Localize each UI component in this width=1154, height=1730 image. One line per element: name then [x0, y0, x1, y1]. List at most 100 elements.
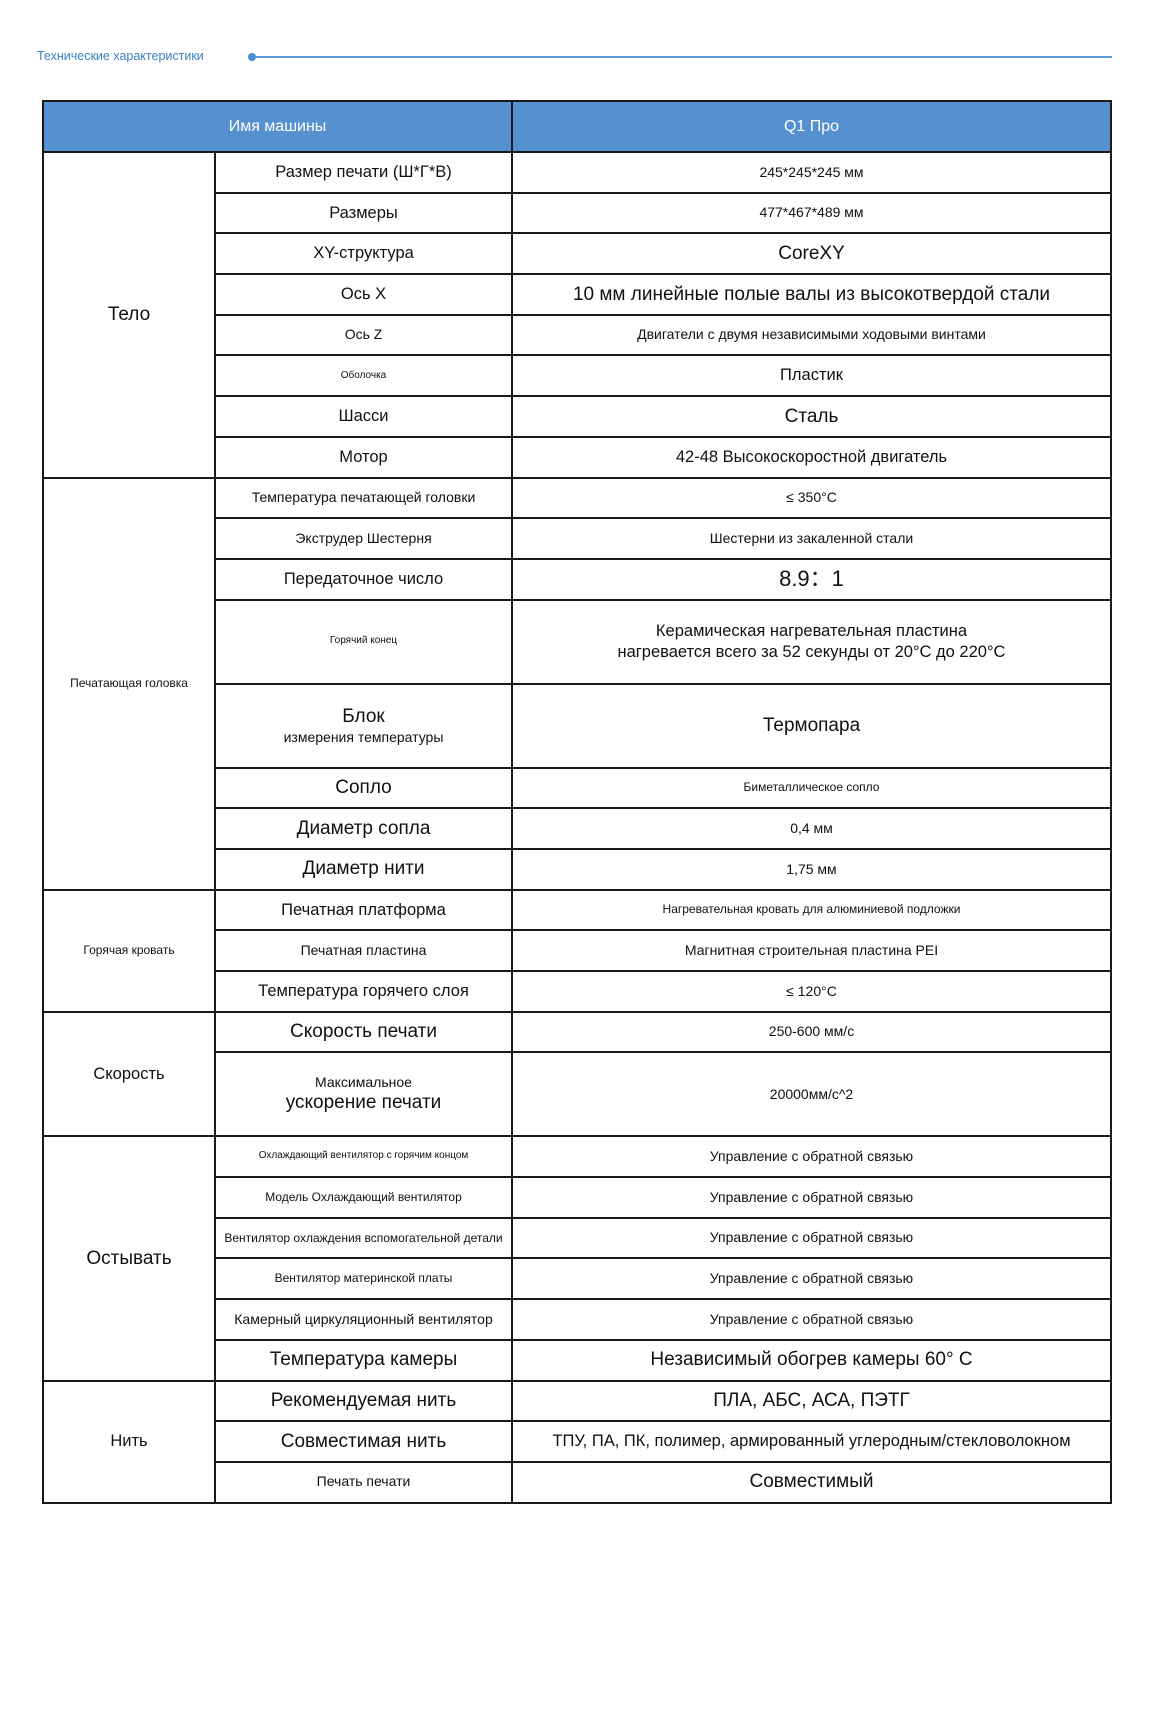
- value-cell: 10 мм линейные полые валы из высокотверд…: [511, 273, 1112, 316]
- table-header-row: Имя машины Q1 Про: [42, 100, 1112, 153]
- value-cell: Управление с обратной связью: [511, 1176, 1112, 1219]
- table-row: Скорость Скорость печати 250-600 мм/с: [42, 1010, 1112, 1138]
- param-cell: Диаметр сопла: [214, 807, 513, 850]
- param-cell: Мотор: [214, 435, 513, 479]
- value-cell-text: Управление с обратной связью: [709, 1270, 914, 1287]
- table-row: Остывать Охлаждающий вентилятор с горячим…: [42, 1135, 1112, 1382]
- value-cell: Сталь: [511, 395, 1112, 438]
- table-row: Шасси Сталь: [43, 395, 1112, 438]
- value-cell-text: 250-600 мм/с: [768, 1023, 855, 1040]
- group-label: Скорость: [42, 1010, 216, 1138]
- param-cell: Вентилятор охлаждения вспомогательной де…: [214, 1216, 513, 1260]
- value-cell-text: Управление с обратной связью: [709, 1310, 914, 1327]
- value-cell-text: Биметаллическое сопло: [743, 780, 880, 795]
- param-cell: Передаточное число: [214, 557, 513, 601]
- param-cell-text: Вентилятор охлаждения вспомогательной де…: [224, 1230, 503, 1245]
- group-label: Нить: [42, 1379, 216, 1504]
- header-model: Q1 Про: [511, 100, 1112, 153]
- table-row: Блок измерения температуры Термопара: [43, 682, 1112, 769]
- param-cell-text: Размеры: [329, 203, 398, 222]
- param-cell: Охлаждающий вентилятор с горячим концом: [214, 1135, 513, 1179]
- param-cell-text: XY-структура: [313, 244, 414, 263]
- table-row: Температура камеры Независимый обогрев ка…: [43, 1338, 1112, 1382]
- value-cell: CoreXY: [511, 232, 1112, 276]
- table-row: Печать печати Совместимый: [43, 1460, 1112, 1504]
- table-row: Горячая кровать Печатная платформа Нагрева…: [42, 888, 1112, 1013]
- value-cell: Совместимый: [511, 1460, 1112, 1504]
- table-row: Печатающая головка Температура печатающей…: [42, 476, 1112, 891]
- param-cell: Экструдер Шестерня: [214, 517, 513, 560]
- param-cell: Температура печатающей головки: [214, 476, 513, 520]
- value-cell-text: 1,75 мм: [786, 860, 837, 877]
- table-row: Экструдер Шестерня Шестерни из закаленной…: [43, 517, 1112, 560]
- value-cell-text: ≤ 350°C: [786, 489, 837, 506]
- param-cell-text: Шасси: [338, 407, 389, 426]
- value-cell: Управление с обратной связью: [511, 1216, 1112, 1260]
- value-cell: Термопара: [511, 682, 1112, 769]
- param-cell-text: Камерный циркуляционный вентилятор: [234, 1310, 493, 1327]
- value-cell-text: Нагревательная кровать для алюминиевой п…: [662, 902, 961, 917]
- value-cell-text: Управление с обратной связью: [709, 1229, 914, 1246]
- param-cell: Шасси: [214, 395, 513, 438]
- param-cell-text: Ось X: [340, 285, 387, 304]
- value-cell: Керамическая нагревательная пластина нагр…: [511, 598, 1112, 685]
- param-cell: Скорость печати: [214, 1010, 513, 1054]
- value-cell-text: Совместимый: [749, 1471, 874, 1493]
- value-cell: 1,75 мм: [511, 847, 1112, 891]
- value-cell-text: Управление с обратной связью: [709, 1188, 914, 1205]
- value-cell: Пластик: [511, 354, 1112, 398]
- value-cell-text: Сталь: [784, 405, 839, 427]
- param-cell: Печать печати: [214, 1460, 513, 1504]
- param-cell-text: Температура печатающей головки: [251, 489, 476, 506]
- param-cell: Диаметр нити: [214, 847, 513, 891]
- param-cell-text: Блок: [342, 705, 385, 727]
- value-cell-text: Управление с обратной связью: [709, 1147, 914, 1164]
- value-cell: ≤ 350°C: [511, 476, 1112, 520]
- param-cell-text: Температура горячего слоя: [258, 982, 469, 1001]
- value-cell: 20000мм/с^2: [511, 1051, 1112, 1138]
- param-cell: Ось X: [214, 273, 513, 316]
- table-row: Камерный циркуляционный вентилятор Управл…: [43, 1298, 1112, 1341]
- spec-table: Имя машины Q1 Про Тело Размер печати (Ш*Г…: [42, 100, 1112, 1504]
- value-cell-text: 245*245*245 мм: [759, 163, 864, 180]
- value-cell-text: Термопара: [762, 714, 861, 736]
- table-row: Диаметр нити 1,75 мм: [43, 847, 1112, 891]
- param-cell-text: Экструдер Шестерня: [295, 529, 432, 546]
- table-row: Тело Размер печати (Ш*Г*В) 245*245*245 мм: [42, 151, 1112, 479]
- section-dot: [248, 53, 256, 61]
- value-cell-text: ПЛА, АБС, АСА, ПЭТГ: [713, 1389, 910, 1411]
- param-cell-text: Размер печати (Ш*Г*В): [275, 163, 452, 182]
- param-cell-text: Оболочка: [340, 369, 387, 381]
- value-cell-text: нагревается всего за 52 секунды от 20°C …: [617, 642, 1006, 661]
- value-cell-text: Магнитная строительная пластина PEI: [684, 941, 939, 958]
- value-cell: Магнитная строительная пластина PEI: [511, 929, 1112, 972]
- param-cell-text: Вентилятор материнской платы: [274, 1271, 453, 1286]
- param-cell: Ось Z: [214, 313, 513, 357]
- section-title: Технические характеристики: [37, 49, 204, 63]
- param-cell-text: Диаметр сопла: [296, 817, 431, 839]
- section-divider: [256, 56, 1112, 58]
- table-row: Печатная пластина Магнитная строительная …: [43, 929, 1112, 972]
- value-cell: ПЛА, АБС, АСА, ПЭТГ: [511, 1379, 1112, 1423]
- param-cell: Максимальное ускорение печати: [214, 1051, 513, 1138]
- value-cell: Управление с обратной связью: [511, 1298, 1112, 1341]
- param-cell: Совместимая нить: [214, 1420, 513, 1463]
- table-row: Ось Z Двигатели с двумя независимыми ходо…: [43, 313, 1112, 357]
- value-cell: 8.9：1: [511, 557, 1112, 601]
- value-cell-text: 20000мм/с^2: [769, 1085, 854, 1102]
- param-cell-text: Диаметр нити: [302, 858, 425, 880]
- value-cell-text: 10 мм линейные полые валы из высокотверд…: [572, 283, 1051, 305]
- value-cell-text: 8.9：1: [779, 566, 844, 592]
- param-cell: Печатная платформа: [214, 888, 513, 932]
- param-cell: Размер печати (Ш*Г*В): [214, 151, 513, 194]
- table-row: Передаточное число 8.9：1: [43, 557, 1112, 601]
- table-row: Мотор 42-48 Высокоскоростной двигатель: [43, 435, 1112, 479]
- value-cell-text: 0,4 мм: [790, 819, 833, 836]
- param-cell: XY-структура: [214, 232, 513, 276]
- param-cell: Оболочка: [214, 354, 513, 398]
- value-cell: Управление с обратной связью: [511, 1257, 1112, 1301]
- param-cell: Печатная пластина: [214, 929, 513, 972]
- value-cell-text: Пластик: [780, 366, 843, 385]
- group-label: Горячая кровать: [42, 888, 216, 1013]
- param-cell-text: Сопло: [335, 777, 392, 799]
